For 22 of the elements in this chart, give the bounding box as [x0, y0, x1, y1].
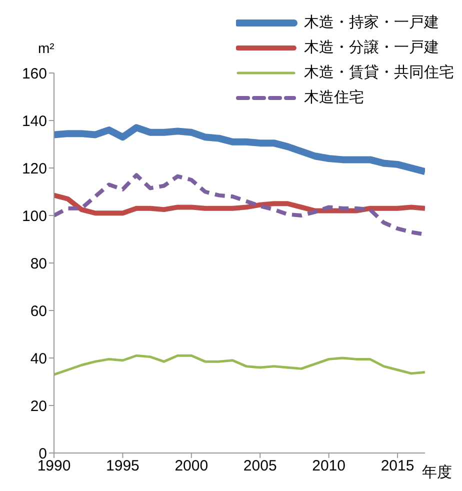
legend-label: 木造・分譲・一戸建: [304, 38, 439, 57]
y-tick-label: 60: [30, 302, 47, 320]
y-tick-label: 160: [22, 65, 47, 82]
x-axis-title: 年度: [422, 463, 452, 482]
legend-label: 木造・賃貸・共同住宅: [304, 63, 454, 82]
line-series: [54, 173, 425, 236]
y-axis-title: m²: [38, 40, 54, 56]
x-tick-label: 1995: [106, 458, 140, 475]
x-tick-label: 2000: [174, 458, 208, 475]
legend-label: 木造・持家・一戸建: [304, 13, 439, 32]
x-tick-label: 2005: [243, 458, 277, 475]
y-tick-label: 120: [22, 160, 47, 178]
y-tick-label: 20: [30, 398, 47, 415]
y-tick-label: 80: [30, 255, 47, 272]
x-tick-label: 2010: [312, 458, 346, 475]
x-tick-label: 2015: [380, 458, 414, 475]
line-series: [54, 354, 425, 376]
y-tick-label: 40: [30, 350, 47, 368]
legend-label: 木造住宅: [304, 88, 364, 107]
x-tick-label: 1990: [37, 458, 71, 475]
y-tick-label: 140: [22, 112, 47, 130]
y-tick-label: 100: [22, 208, 47, 225]
